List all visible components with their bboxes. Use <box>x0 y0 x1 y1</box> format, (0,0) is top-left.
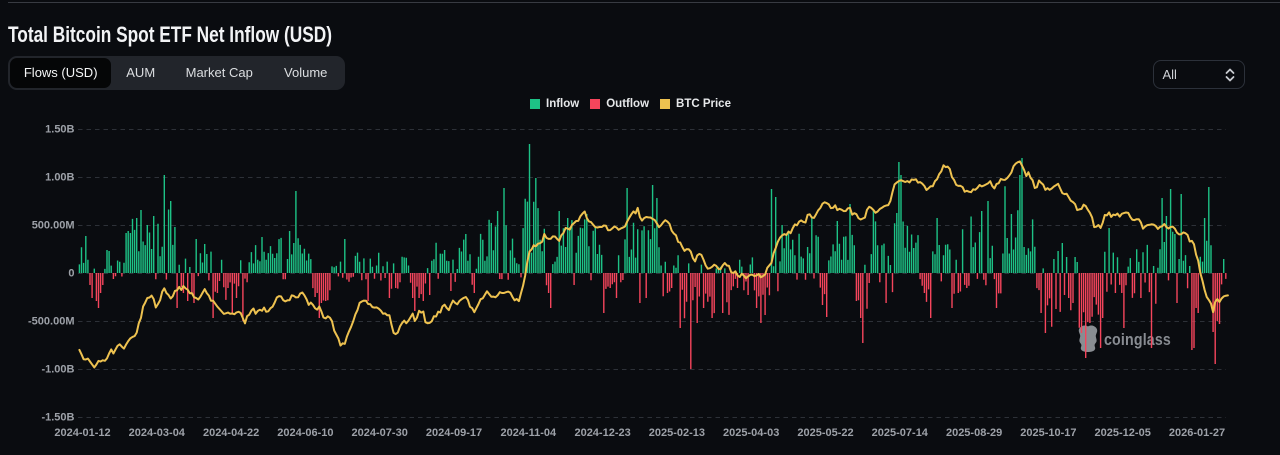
svg-text:500.00M: 500.00M <box>32 220 75 232</box>
svg-text:2024-03-04: 2024-03-04 <box>129 427 186 439</box>
svg-text:2025-10-17: 2025-10-17 <box>1020 427 1076 439</box>
svg-text:coinglass: coinglass <box>1104 331 1171 349</box>
svg-text:0: 0 <box>68 268 74 280</box>
svg-text:2025-12-05: 2025-12-05 <box>1095 427 1151 439</box>
svg-text:2026-01-27: 2026-01-27 <box>1169 427 1225 439</box>
svg-text:2024-01-12: 2024-01-12 <box>54 427 110 439</box>
svg-text:2024-06-10: 2024-06-10 <box>277 427 333 439</box>
svg-text:2024-04-22: 2024-04-22 <box>203 427 259 439</box>
svg-text:2024-07-30: 2024-07-30 <box>352 427 408 439</box>
svg-text:1.00B: 1.00B <box>45 172 74 184</box>
svg-text:-1.00B: -1.00B <box>41 364 74 376</box>
svg-text:2025-07-14: 2025-07-14 <box>872 427 929 439</box>
svg-text:-500.00M: -500.00M <box>28 316 74 328</box>
svg-text:2025-08-29: 2025-08-29 <box>946 427 1002 439</box>
svg-text:2025-05-22: 2025-05-22 <box>797 427 853 439</box>
svg-text:2024-09-17: 2024-09-17 <box>426 427 482 439</box>
svg-text:1.50B: 1.50B <box>45 124 74 136</box>
svg-text:2024-11-04: 2024-11-04 <box>500 427 557 439</box>
svg-text:2025-04-03: 2025-04-03 <box>723 427 779 439</box>
svg-text:-1.50B: -1.50B <box>41 412 74 424</box>
svg-text:2024-12-23: 2024-12-23 <box>574 427 630 439</box>
svg-text:2025-02-13: 2025-02-13 <box>649 427 705 439</box>
